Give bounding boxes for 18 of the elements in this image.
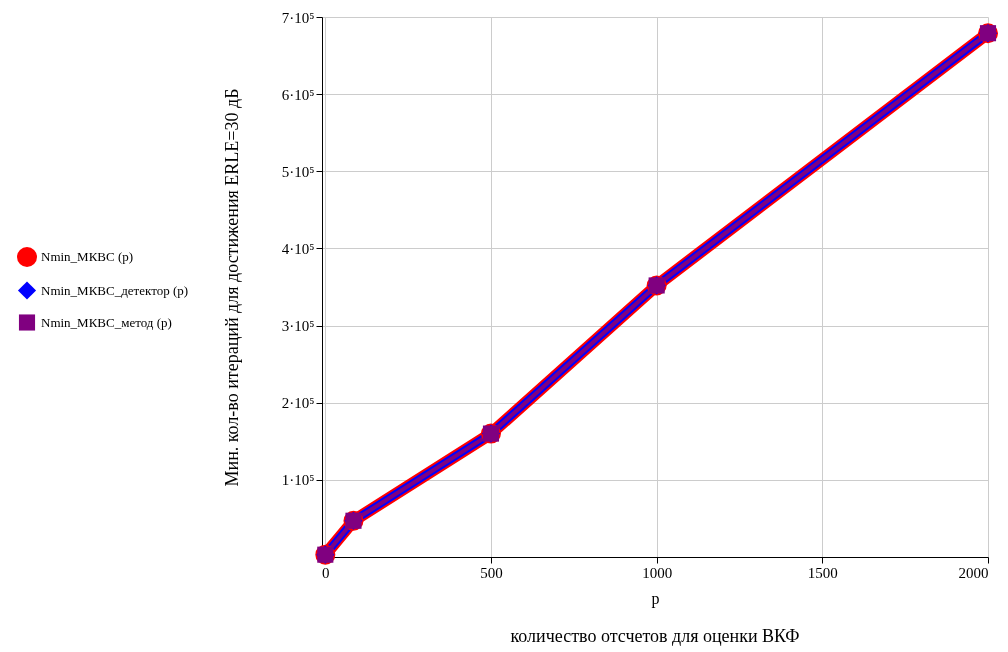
x-tick-label: 0 (322, 564, 330, 581)
y-tick-label: 3·10⁵ (281, 318, 315, 335)
x-tick-label: 2000 (958, 564, 989, 581)
y-tick-label: 2·10⁵ (281, 395, 315, 412)
legend-label: Nmin_МКВС (p) (41, 249, 134, 264)
y-axis-title: Мин. кол-во итераций для достижения ERLE=30 дБ (221, 88, 242, 487)
y-tick-label: 1·10⁵ (281, 472, 315, 489)
y-tick-label: 4·10⁵ (281, 240, 315, 257)
y-tick-label: 6·10⁵ (281, 86, 315, 103)
x-tick-label: 500 (480, 564, 503, 581)
y-tick-label: 7·10⁵ (281, 9, 315, 26)
text: количество отсчетов для оценки ВКФ (510, 626, 800, 646)
legend-label: Nmin_МКВС_метод (p) (41, 314, 172, 330)
y-tick-label: 5·10⁵ (281, 163, 315, 180)
x-tick-label: 1000 (642, 564, 673, 581)
x-axis-title: p (651, 589, 660, 608)
x-tick-label: 1500 (807, 564, 838, 581)
legend-label: Nmin_МКВС_детектор (p) (41, 282, 189, 298)
